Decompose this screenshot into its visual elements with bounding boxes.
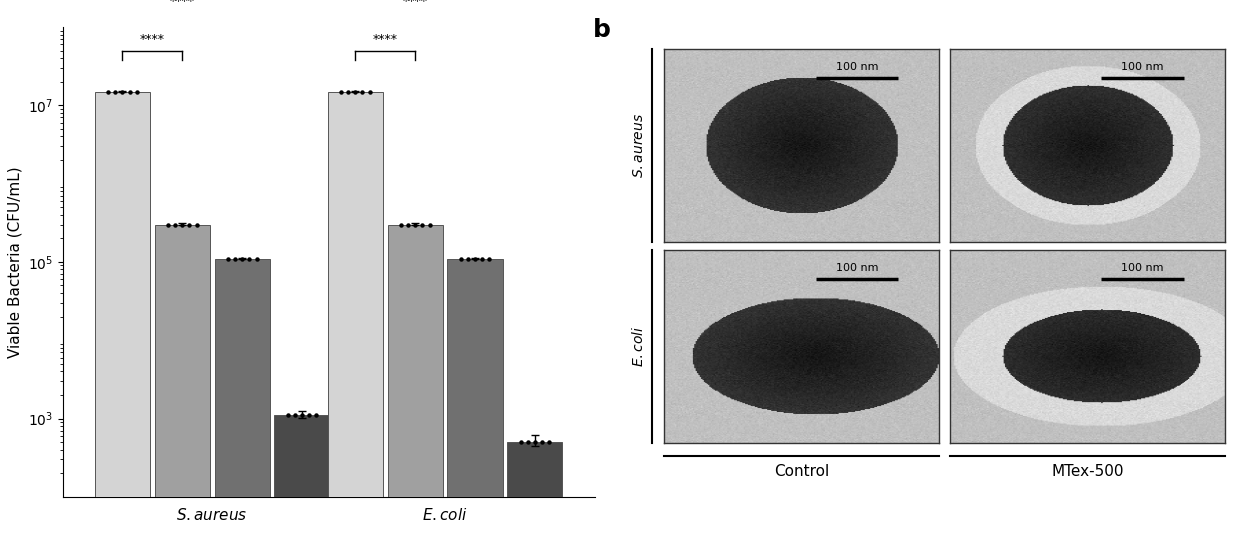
Text: $\it{S. aureus}$: $\it{S. aureus}$ (631, 113, 646, 178)
Bar (448, 259, 503, 540)
Text: ****: **** (402, 0, 428, 9)
Bar (275, 415, 330, 540)
Text: ****: **** (140, 33, 165, 46)
Y-axis label: Viable Bacteria (CFU/mL): Viable Bacteria (CFU/mL) (8, 166, 22, 357)
Text: 100 nm: 100 nm (835, 62, 877, 72)
Bar (215, 259, 270, 540)
Bar (508, 442, 562, 540)
Bar (95, 91, 150, 540)
Bar (328, 91, 382, 540)
Text: 100 nm: 100 nm (835, 263, 877, 273)
Text: MTex-500: MTex-500 (1051, 464, 1124, 480)
Text: Control: Control (774, 464, 830, 480)
Text: ****: **** (372, 33, 398, 46)
Bar (155, 225, 210, 540)
Text: $\it{E.coli}$: $\it{E.coli}$ (631, 326, 646, 367)
Bar (388, 225, 442, 540)
Text: 100 nm: 100 nm (1121, 62, 1164, 72)
Text: b: b (592, 18, 610, 42)
Text: 100 nm: 100 nm (1121, 263, 1164, 273)
Text: ****: **** (170, 0, 195, 9)
